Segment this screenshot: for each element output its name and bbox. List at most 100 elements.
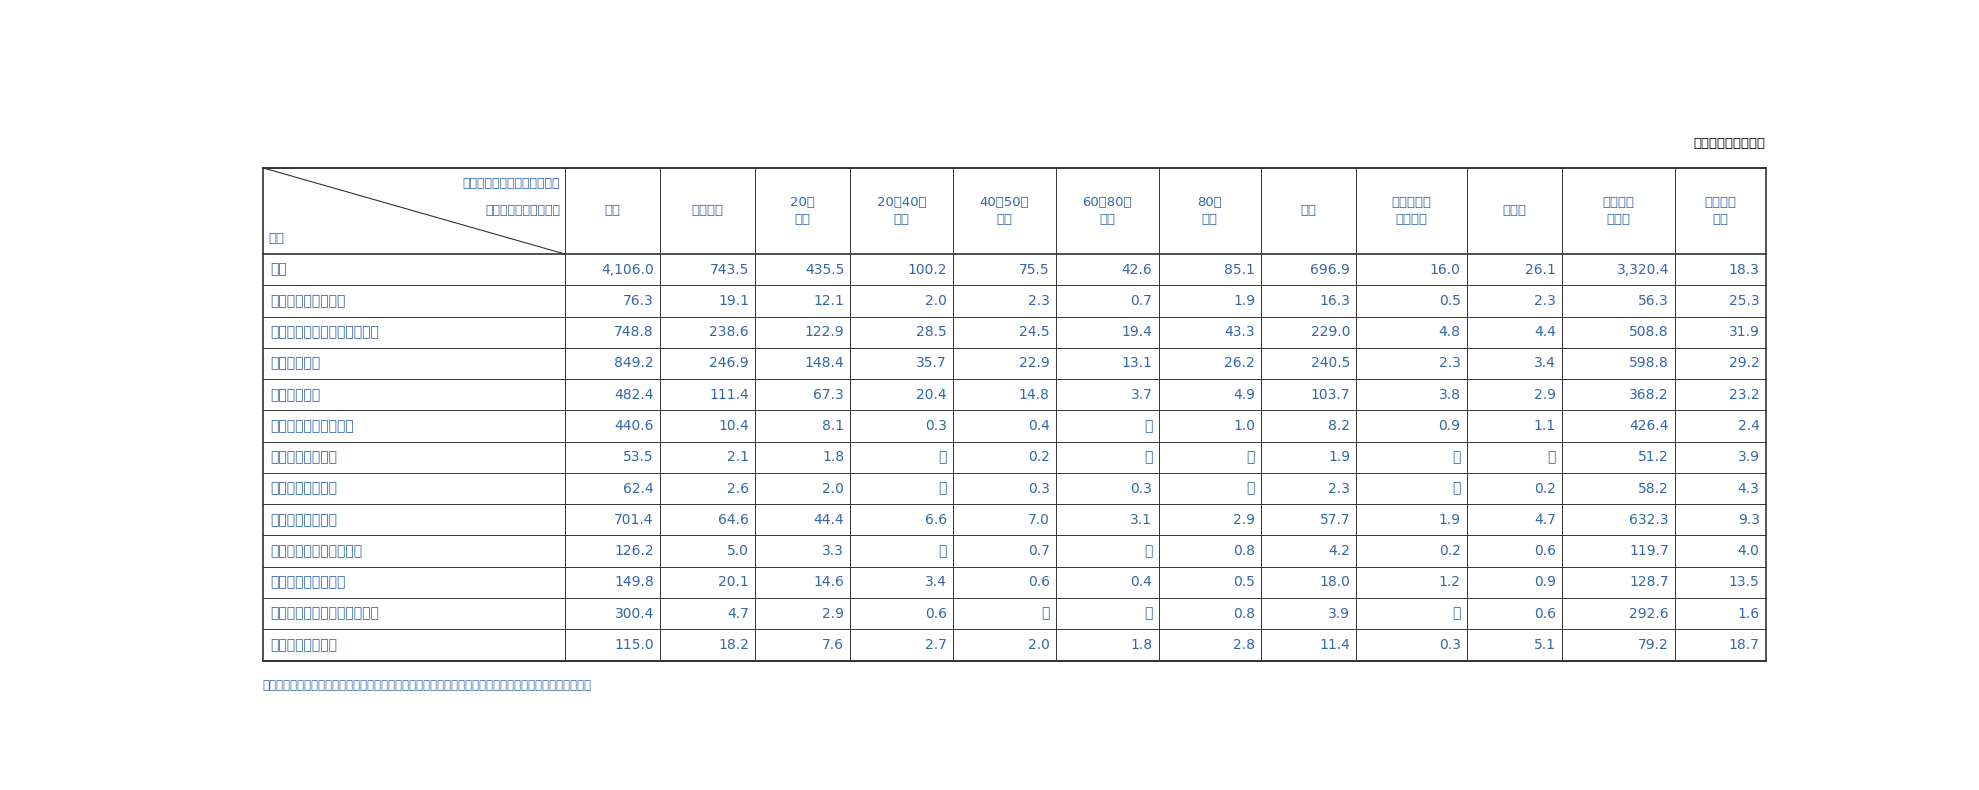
Text: 0.2: 0.2	[1534, 482, 1555, 495]
Text: 専門的・技術的職業従事者: 専門的・技術的職業従事者	[271, 325, 380, 339]
Text: 18.0: 18.0	[1320, 575, 1350, 589]
Text: 701.4: 701.4	[613, 513, 653, 527]
Text: 4.7: 4.7	[726, 607, 748, 621]
Text: 2.9: 2.9	[1534, 388, 1555, 402]
Text: －: －	[1548, 450, 1555, 465]
Text: 0.4: 0.4	[1130, 575, 1152, 589]
Text: 0.6: 0.6	[924, 607, 946, 621]
Text: 総数: 総数	[271, 262, 287, 276]
Text: 58.2: 58.2	[1639, 482, 1668, 495]
Text: 1.9: 1.9	[1439, 513, 1461, 527]
Text: 229.0: 229.0	[1310, 325, 1350, 339]
Text: 2.0: 2.0	[823, 482, 845, 495]
Text: 31.9: 31.9	[1730, 325, 1759, 339]
Text: 24.5: 24.5	[1019, 325, 1049, 339]
Text: 分類不能の職業: 分類不能の職業	[271, 638, 336, 652]
Text: 9.3: 9.3	[1738, 513, 1759, 527]
Text: 0.9: 0.9	[1534, 575, 1555, 589]
Text: 3.7: 3.7	[1130, 388, 1152, 402]
Text: 25.3: 25.3	[1730, 294, 1759, 308]
Text: 4.3: 4.3	[1738, 482, 1759, 495]
Text: 5.1: 5.1	[1534, 638, 1555, 652]
Text: 22.9: 22.9	[1019, 356, 1049, 371]
Text: －: －	[938, 544, 946, 558]
Text: 53.5: 53.5	[623, 450, 653, 465]
Text: 3.9: 3.9	[1738, 450, 1759, 465]
Text: 128.7: 128.7	[1629, 575, 1668, 589]
Text: 1.0: 1.0	[1233, 419, 1255, 433]
Text: 4.4: 4.4	[1534, 325, 1555, 339]
Text: 368.2: 368.2	[1629, 388, 1668, 402]
Text: 10.4: 10.4	[718, 419, 748, 433]
Text: 7.0: 7.0	[1027, 513, 1049, 527]
Text: 76.3: 76.3	[623, 294, 653, 308]
Text: サテライト
オフィス: サテライト オフィス	[1391, 196, 1431, 226]
Text: 85.1: 85.1	[1225, 262, 1255, 276]
Text: 運搬・清掃・包装等従事者: 運搬・清掃・包装等従事者	[271, 607, 380, 621]
Text: 67.3: 67.3	[813, 388, 845, 402]
Text: 保安職業従事者: 保安職業従事者	[271, 450, 336, 465]
Text: 輸送・機械運転従事者: 輸送・機械運転従事者	[271, 544, 362, 558]
Text: －: －	[1144, 544, 1152, 558]
Text: 生産工程従事者: 生産工程従事者	[271, 513, 336, 527]
Text: 2.3: 2.3	[1534, 294, 1555, 308]
Text: 426.4: 426.4	[1629, 419, 1668, 433]
Text: 3.3: 3.3	[823, 544, 845, 558]
Text: 3.1: 3.1	[1130, 513, 1152, 527]
Text: 148.4: 148.4	[805, 356, 845, 371]
Text: 28.5: 28.5	[916, 325, 946, 339]
Text: 26.2: 26.2	[1225, 356, 1255, 371]
Text: －: －	[938, 482, 946, 495]
Text: 20.1: 20.1	[718, 575, 748, 589]
Text: 0.7: 0.7	[1027, 544, 1049, 558]
Text: 482.4: 482.4	[613, 388, 653, 402]
Text: 1.9: 1.9	[1233, 294, 1255, 308]
Text: 122.9: 122.9	[805, 325, 845, 339]
Text: 12.1: 12.1	[813, 294, 845, 308]
Text: －: －	[1247, 482, 1255, 495]
Text: 16.0: 16.0	[1429, 262, 1461, 276]
Text: －: －	[1144, 607, 1152, 621]
Text: 2.6: 2.6	[726, 482, 748, 495]
Text: 743.5: 743.5	[710, 262, 748, 276]
Text: 総数: 総数	[604, 205, 621, 217]
Text: 1.8: 1.8	[821, 450, 845, 465]
Text: （単位：千人、％）: （単位：千人、％）	[1694, 137, 1765, 149]
Text: －: －	[938, 450, 946, 465]
Text: 18.3: 18.3	[1730, 262, 1759, 276]
Text: 80％
以上: 80％ 以上	[1197, 196, 1223, 226]
Text: 3.9: 3.9	[1328, 607, 1350, 621]
Text: 2.3: 2.3	[1027, 294, 1049, 308]
Text: －: －	[1144, 419, 1152, 433]
Text: 696.9: 696.9	[1310, 262, 1350, 276]
Text: 2.1: 2.1	[726, 450, 748, 465]
Text: 1.6: 1.6	[1738, 607, 1759, 621]
Text: －: －	[1041, 607, 1049, 621]
Text: －: －	[1453, 607, 1461, 621]
Text: 0.5: 0.5	[1233, 575, 1255, 589]
Text: 20.4: 20.4	[916, 388, 946, 402]
Text: 849.2: 849.2	[613, 356, 653, 371]
Text: 農林漁業従事者: 農林漁業従事者	[271, 482, 336, 495]
Text: 43.3: 43.3	[1225, 325, 1255, 339]
Text: 2.0: 2.0	[1027, 638, 1049, 652]
Text: －: －	[1247, 450, 1255, 465]
Text: その他: その他	[1502, 205, 1526, 217]
Text: 7.6: 7.6	[821, 638, 845, 652]
Text: 4.9: 4.9	[1233, 388, 1255, 402]
Text: 2.7: 2.7	[924, 638, 946, 652]
Text: 23.2: 23.2	[1730, 388, 1759, 402]
Text: 64.6: 64.6	[718, 513, 748, 527]
Text: 8.1: 8.1	[821, 419, 845, 433]
Text: 0.6: 0.6	[1534, 544, 1555, 558]
Text: －: －	[1453, 482, 1461, 495]
Text: 3.4: 3.4	[924, 575, 946, 589]
Text: 40〜50％
未満: 40〜50％ 未満	[980, 196, 1029, 226]
Text: 2.3: 2.3	[1328, 482, 1350, 495]
Text: 6.6: 6.6	[924, 513, 946, 527]
Text: 56.3: 56.3	[1639, 294, 1668, 308]
Text: 実施した: 実施した	[691, 205, 724, 217]
Text: 1.2: 1.2	[1439, 575, 1461, 589]
Text: 0.9: 0.9	[1439, 419, 1461, 433]
Text: 20〜40％
未満: 20〜40％ 未満	[877, 196, 926, 226]
